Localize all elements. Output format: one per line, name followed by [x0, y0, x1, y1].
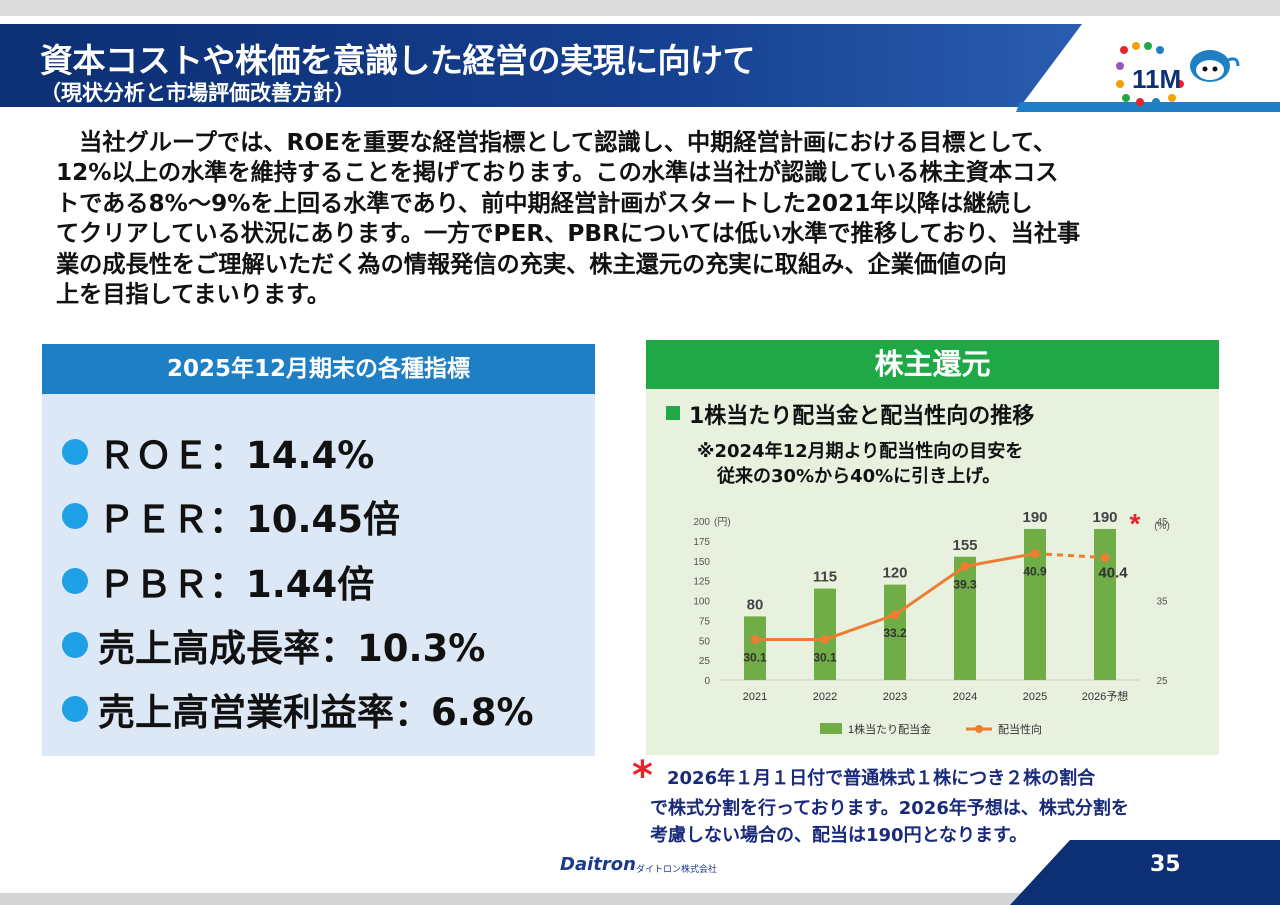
payout-ratio-label: 33.2 [883, 626, 907, 640]
intro-line: トである8%～9%を上回る水準であり、前中期経営計画がスタートした2021年以降… [56, 189, 1033, 217]
x-tick-label: 2022 [813, 691, 837, 703]
bullet-dot-icon [62, 503, 88, 529]
header-banner [0, 0, 1280, 112]
legend-label-payout: 配当性向 [998, 722, 1042, 736]
intro-paragraph: 当社グループでは、ROEを重要な経営指標として認識し、中期経営計画における目標と… [56, 128, 1236, 310]
brand-company-name: ダイトロン株式会社 [636, 865, 718, 875]
dividend-bar [1094, 528, 1116, 680]
bullet-dot-icon [62, 568, 88, 594]
dividend-bar [954, 556, 976, 680]
y-right-tick-label: 25 [1156, 676, 1168, 687]
intro-line: 当社グループでは、ROEを重要な経営指標として認識し、中期経営計画における目標と… [56, 129, 1057, 156]
payout-ratio-label: 39.3 [953, 577, 977, 591]
chart-note-line-2: 従来の30%から40%に引き上げ。 [717, 466, 1001, 487]
intro-line: 上を目指してまいります。 [56, 281, 331, 309]
kpi-item-operating-margin: 売上高営業利益率：6.8% [62, 682, 534, 736]
legend-swatch-payout-dot [975, 725, 983, 733]
x-tick-label: 2021 [743, 691, 767, 703]
kpi-text: ＲＯＥ：14.4% [98, 434, 375, 477]
dividend-bar-label: 190 [1022, 509, 1047, 526]
kpi-panel [42, 394, 595, 756]
kpi-item-per: ＰＥＲ：10.45倍 [62, 489, 400, 543]
forecast-asterisk: * [1130, 508, 1141, 539]
dividend-bar-label: 155 [952, 537, 977, 554]
payout-ratio-label: 40.9 [1023, 565, 1047, 579]
y-right-tick-label: 35 [1156, 597, 1168, 608]
y-left-tick-label: 25 [699, 656, 711, 667]
x-tick-label: 2024 [953, 691, 977, 703]
footnote-line-3: 考慮しない場合の、配当は190円となります。 [650, 825, 1028, 846]
dividend-bar-label: 190 [1092, 509, 1117, 526]
kpi-text: 売上高成長率：10.3% [98, 627, 486, 670]
dividend-bar [1024, 528, 1046, 680]
footer-band [0, 840, 1280, 905]
y-left-tick-label: 100 [693, 597, 710, 608]
kpi-text: ＰＥＲ：10.45倍 [98, 498, 401, 541]
dividend-bar [814, 588, 836, 680]
dividend-bar [744, 616, 766, 680]
y-left-tick-label: 50 [699, 636, 711, 647]
x-tick-label: 2023 [883, 691, 907, 703]
kpi-item-pbr: ＰＢＲ：1.44倍 [62, 554, 374, 608]
legend-label-dividend: 1株当たり配当金 [848, 722, 931, 736]
intro-line: てクリアしている状況にあります。一方でPER、PBRについては低い水準で推移して… [56, 220, 1081, 248]
payout-ratio-forecast-line [1034, 552, 1106, 560]
square-bullet-icon [666, 406, 680, 420]
intro-line: 12%以上の水準を維持することを掲げております。この水準は当社が認識している株主… [56, 159, 1059, 187]
y-left-tick-label: 125 [693, 577, 710, 588]
y-right-axis-label: (%) [1154, 521, 1170, 532]
brand-logo: Daitron [560, 854, 636, 875]
legend-swatch-dividend [820, 723, 842, 734]
footnote-line-1: 2026年１月１日付で普通株式１株につき２株の割合 [667, 768, 1096, 789]
payout-ratio-label: 40.4 [1098, 565, 1128, 582]
company-logo: 11M [1116, 42, 1240, 106]
footnote-asterisk: * [632, 753, 653, 799]
y-left-tick-label: 0 [704, 676, 710, 687]
dividend-bar [884, 584, 906, 680]
payout-ratio-point [750, 634, 760, 644]
bullet-dot-icon [62, 439, 88, 465]
bullet-dot-icon [62, 632, 88, 658]
payout-ratio-point [1030, 549, 1040, 559]
dividend-bar-label: 120 [882, 565, 907, 582]
kpi-heading: 2025年12月期末の各種指標 [42, 344, 595, 394]
payout-ratio-point [960, 561, 970, 571]
x-tick-label: 2026予想 [1082, 689, 1128, 703]
kpi-text: ＰＢＲ：1.44倍 [98, 563, 375, 606]
page-subtitle: （現状分析と市場評価改善方針） [40, 81, 355, 105]
payout-ratio-point [890, 610, 900, 620]
chart-title: 1株当たり配当金と配当性向の推移 [689, 404, 1035, 429]
page-number: 35 [1150, 852, 1181, 877]
payout-ratio-label: 30.1 [743, 650, 767, 664]
payout-ratio-point [820, 634, 830, 644]
dividend-bar-label: 115 [813, 569, 837, 586]
x-tick-label: 2025 [1023, 691, 1047, 703]
y-left-tick-label: 200 [693, 517, 710, 528]
y-left-axis-label: (円) [714, 517, 731, 528]
shareholder-panel [646, 389, 1219, 755]
y-left-tick-label: 150 [693, 557, 710, 568]
chart-note-line-1: ※2024年12月期より配当性向の目安を [697, 441, 1024, 462]
kpi-item-sales-growth: 売上高成長率：10.3% [62, 618, 485, 672]
bullet-dot-icon [62, 696, 88, 722]
logo-text: 11M [1132, 64, 1181, 94]
payout-ratio-point [1100, 553, 1110, 563]
shareholder-heading: 株主還元 [646, 340, 1219, 389]
intro-line: 業の成長性をご理解いただく為の情報発信の充実、株主還元の充実に取組み、企業価値の… [56, 250, 1007, 278]
y-right-tick-label: 45 [1156, 517, 1168, 528]
kpi-text: 売上高営業利益率：6.8% [98, 691, 534, 734]
kpi-item-roe: ＲＯＥ：14.4% [62, 425, 374, 479]
page-title: 資本コストや株価を意識した経営の実現に向けて [40, 41, 756, 80]
y-left-tick-label: 75 [699, 616, 711, 627]
payout-ratio-label: 30.1 [813, 650, 837, 664]
dividend-bar-label: 80 [747, 596, 764, 613]
y-left-tick-label: 175 [693, 537, 710, 548]
footnote-line-2: で株式分割を行っております。2026年予想は、株式分割を [650, 798, 1129, 819]
